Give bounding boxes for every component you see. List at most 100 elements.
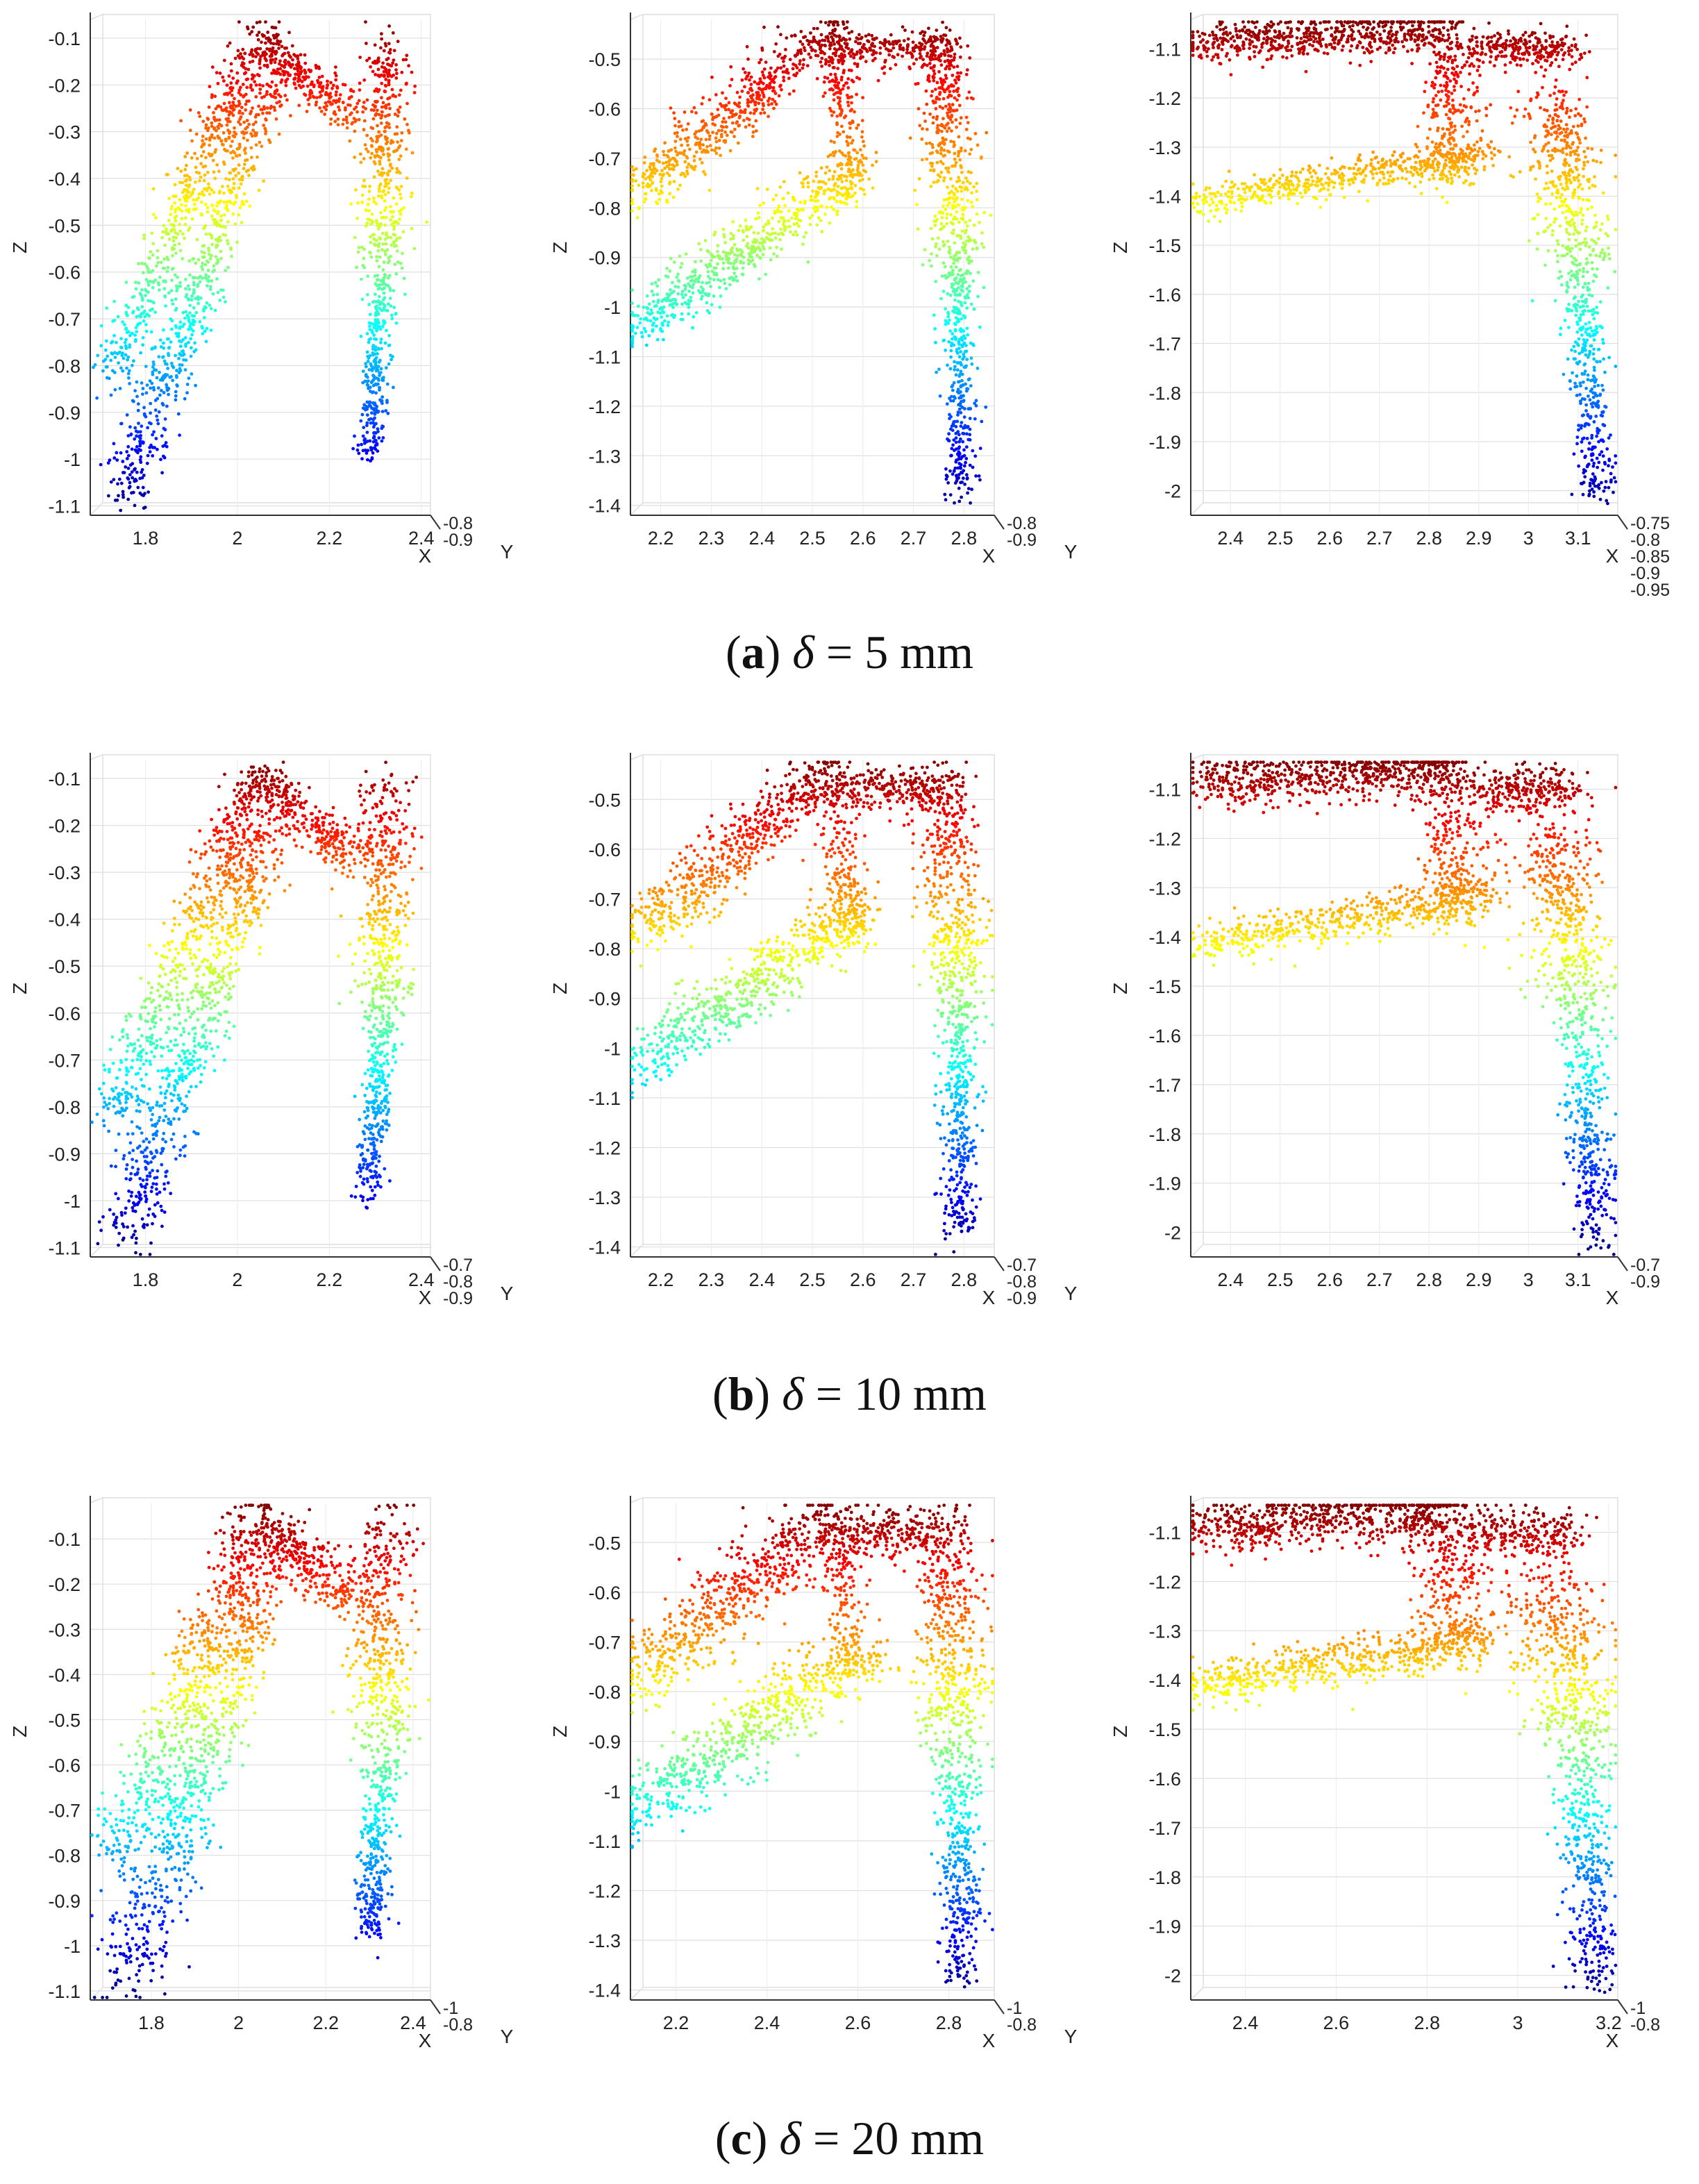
- x-tick-label: 2.4: [1217, 528, 1244, 549]
- z-tick-label: -1.1: [1148, 1523, 1181, 1544]
- x-axis-label: X: [982, 2030, 996, 2051]
- z-tick-label: -1.5: [1148, 976, 1181, 997]
- z-tick-label: -1.2: [1148, 828, 1181, 849]
- z-tick-label: -1.4: [1148, 927, 1181, 948]
- grid-box: [1190, 14, 1618, 516]
- z-tick-label: -0.6: [48, 1003, 81, 1024]
- point-cloud: [90, 1503, 430, 1999]
- z-tick-label: -1.2: [588, 1881, 621, 1901]
- x-axis-label: X: [1606, 545, 1619, 567]
- z-tick-label: -0.4: [48, 910, 81, 931]
- x-axis-label: X: [419, 2030, 432, 2051]
- z-tick-label: -1.2: [1148, 88, 1181, 109]
- x-tick-label: 2.7: [901, 528, 927, 549]
- z-tick-label: -0.9: [48, 1891, 81, 1912]
- x-tick-label: 2.2: [317, 1269, 343, 1290]
- x-tick-label: 3.2: [1596, 2012, 1622, 2033]
- point-cloud: [90, 760, 424, 1256]
- z-tick-label: -0.1: [48, 1529, 81, 1550]
- z-axis-label: Z: [9, 983, 31, 994]
- z-tick-label: -0.8: [48, 1846, 81, 1867]
- x-tick-label: 2.3: [698, 528, 725, 549]
- y-tick-label: -0.95: [1630, 581, 1670, 600]
- x-tick-label: 2.8: [1416, 528, 1442, 549]
- grid-box: [1190, 1497, 1618, 2001]
- y-tick-label: -0.8: [1007, 1272, 1037, 1292]
- x-tick-label: 2.4: [408, 528, 435, 549]
- y-tick-label: -0.8: [1630, 2015, 1660, 2035]
- x-tick-label: 2.8: [1416, 1269, 1442, 1290]
- z-tick-label: -1.1: [48, 1981, 81, 2002]
- z-tick-label: -0.9: [588, 989, 621, 1010]
- z-tick-label: -0.3: [48, 862, 81, 883]
- chart-panel-b-2: -0.5-0.6-0.7-0.8-0.9-1-1.1-1.2-1.3-1.42.…: [549, 753, 1078, 1308]
- y-tick-label: -0.7: [1630, 1256, 1660, 1275]
- z-tick-label: -1.4: [588, 496, 621, 517]
- y-axis-label: Y: [1064, 541, 1078, 562]
- x-axis-label: X: [1606, 2030, 1619, 2051]
- x-tick-label: 1.8: [133, 1269, 159, 1290]
- z-tick-label: -1.6: [1148, 1026, 1181, 1047]
- y-axis-label: Y: [501, 1283, 514, 1304]
- z-tick-label: -0.9: [48, 403, 81, 424]
- z-tick-label: -0.7: [588, 889, 621, 910]
- chart-panel-b-3: -1.1 -1.2 -1.3 -1.4 -1.5 -1.6 -1.7 -1.8 -1.9 -2 2.…: [1110, 753, 1660, 1308]
- z-tick-label: -1.1: [588, 1831, 621, 1852]
- z-tick-label: -0.1: [48, 28, 81, 49]
- z-tick-label: -1.1: [1148, 780, 1181, 801]
- chart-panel-a-2: -0.5-0.6-0.7-0.8-0.9-1-1.1-1.2-1.3-1.42.…: [549, 12, 1078, 567]
- z-tick-label: -0.6: [588, 99, 621, 120]
- y-tick-label: -0.8: [443, 1272, 473, 1292]
- y-axis-label: Y: [1064, 1283, 1078, 1304]
- x-tick-label: 2.6: [850, 528, 876, 549]
- z-tick-label: -1.3: [1148, 1621, 1181, 1642]
- z-tick-label: -1.3: [588, 446, 621, 467]
- x-tick-label: 3: [1523, 1269, 1534, 1290]
- z-tick-label: -1.5: [1148, 1719, 1181, 1740]
- x-tick-label: 2: [232, 528, 242, 549]
- point-cloud: [630, 1503, 994, 1989]
- z-tick-label: -1.7: [1148, 334, 1181, 355]
- x-tick-label: 2.6: [1323, 2012, 1350, 2033]
- z-tick-label: -1.3: [1148, 137, 1181, 158]
- z-tick-label: -0.2: [48, 816, 81, 837]
- z-tick-label: -1.3: [588, 1931, 621, 1951]
- y-tick-label: -0.9: [1630, 564, 1660, 583]
- y-tick-label: -0.8: [443, 514, 473, 533]
- z-tick-label: -1.8: [1148, 383, 1181, 403]
- z-tick-label: -0.5: [588, 1533, 621, 1553]
- x-axis-label: X: [1606, 1287, 1619, 1308]
- z-tick-label: -1.7: [1148, 1075, 1181, 1096]
- z-tick-label: -1.3: [1148, 878, 1181, 899]
- y-axis-line: [1617, 1999, 1628, 2015]
- y-tick-label: -0.8: [1630, 531, 1660, 550]
- z-tick-label: -2: [1164, 481, 1181, 502]
- x-tick-label: 2.2: [317, 528, 343, 549]
- z-tick-label: -1: [604, 1781, 621, 1802]
- y-axis-label: Y: [501, 2026, 514, 2047]
- x-tick-label: 2.2: [312, 2012, 339, 2033]
- x-tick-label: 1.8: [133, 528, 159, 549]
- y-axis-line: [994, 515, 1005, 530]
- z-tick-label: -0.8: [588, 939, 621, 960]
- z-tick-label: -1.8: [1148, 1867, 1181, 1888]
- x-tick-label: 2.6: [1316, 1269, 1343, 1290]
- z-tick-label: -0.9: [588, 248, 621, 269]
- z-axis-label: Z: [9, 1726, 31, 1737]
- z-tick-label: -0.7: [48, 309, 81, 330]
- z-tick-label: -2: [1164, 1966, 1181, 1987]
- z-tick-label: -1.1: [48, 497, 81, 517]
- z-tick-label: -0.5: [588, 49, 621, 70]
- caption-a: (a) δ = 5 mm: [0, 625, 1699, 680]
- z-tick-label: -1.8: [1148, 1124, 1181, 1145]
- x-tick-label: 2.4: [748, 1269, 775, 1290]
- z-tick-label: -1.4: [588, 1237, 621, 1258]
- x-tick-label: 2.6: [845, 2012, 871, 2033]
- point-cloud: [1191, 760, 1618, 1256]
- x-tick-label: 2.4: [1232, 2012, 1259, 2033]
- y-tick-label: -1: [1630, 1999, 1646, 2018]
- y-tick-label: -0.9: [443, 531, 473, 550]
- x-tick-label: 2.4: [408, 1269, 435, 1290]
- point-cloud: [630, 20, 993, 505]
- x-tick-label: 3: [1513, 2012, 1523, 2033]
